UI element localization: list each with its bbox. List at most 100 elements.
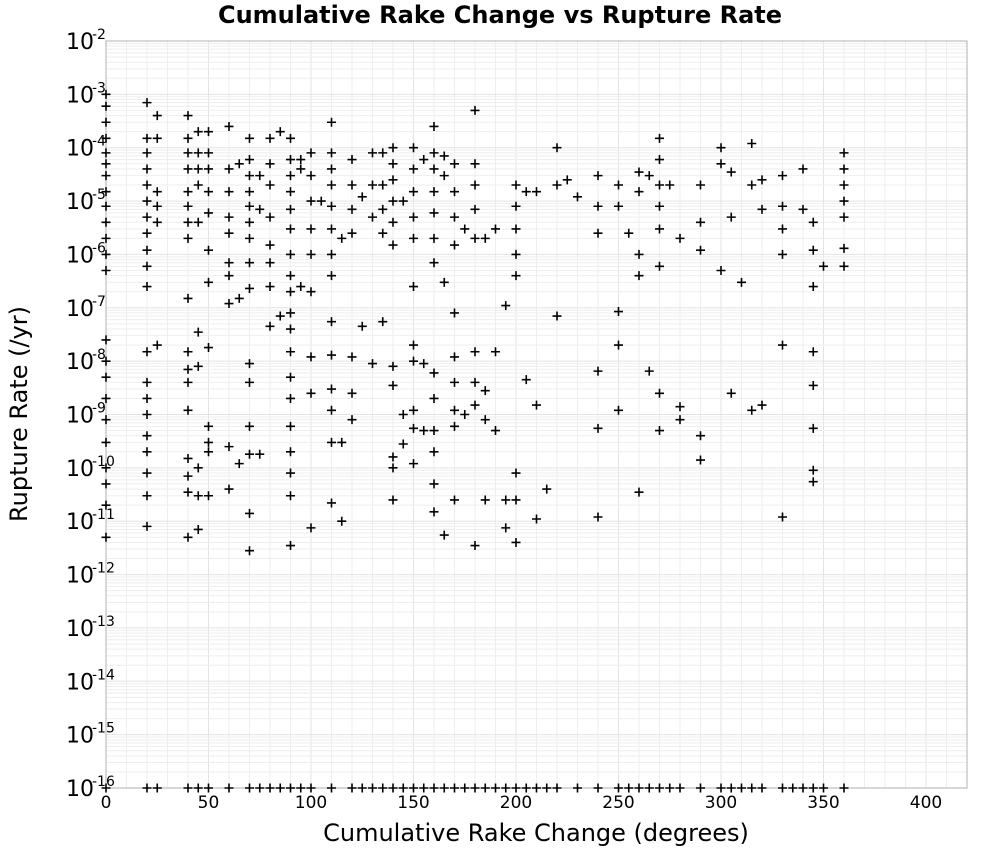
data-point: [224, 271, 234, 281]
data-point: [634, 187, 644, 197]
data-point: [286, 155, 295, 165]
data-point: [388, 217, 398, 227]
data-point: [511, 249, 521, 259]
data-point: [101, 532, 111, 542]
data-point: [470, 204, 480, 214]
data-point: [532, 783, 541, 793]
data-point: [296, 282, 306, 292]
data-point: [819, 783, 828, 793]
data-point: [152, 783, 162, 793]
y-tick-label: 10-8: [66, 347, 106, 375]
y-tick-exponent: -4: [92, 134, 106, 150]
data-point: [696, 455, 705, 465]
y-tick-label: 10-5: [66, 187, 106, 215]
data-point: [419, 426, 429, 436]
y-tick-label: 10-4: [66, 134, 106, 162]
data-point: [491, 783, 500, 793]
data-point: [245, 233, 254, 243]
data-point: [480, 415, 490, 425]
data-point: [614, 405, 623, 415]
data-point: [388, 159, 398, 169]
data-point: [245, 283, 254, 293]
data-point: [429, 393, 439, 403]
data-point: [511, 271, 521, 281]
data-point: [142, 212, 152, 222]
data-point: [306, 196, 316, 206]
data-point: [511, 783, 521, 793]
data-point: [101, 101, 111, 111]
data-point: [655, 388, 664, 398]
y-tick-exponent: -14: [92, 667, 115, 683]
y-tick-base: 10: [66, 670, 94, 695]
data-point: [327, 317, 336, 327]
data-point: [388, 463, 398, 473]
data-point: [634, 167, 644, 177]
y-tick-base: 10: [66, 777, 94, 802]
data-point: [470, 159, 480, 169]
data-point: [839, 164, 849, 174]
data-point: [234, 159, 244, 169]
data-point: [614, 340, 623, 350]
data-point: [183, 487, 193, 497]
y-tick-exponent: -16: [92, 774, 115, 790]
data-point: [460, 224, 470, 234]
data-point: [193, 524, 203, 534]
data-point: [747, 783, 757, 793]
data-point: [409, 423, 418, 433]
data-point: [193, 783, 203, 793]
data-point: [142, 491, 152, 501]
data-point: [265, 180, 275, 190]
data-point: [101, 148, 111, 158]
data-point: [101, 463, 111, 473]
data-point: [562, 175, 572, 185]
data-point: [183, 111, 193, 121]
data-point: [327, 117, 336, 127]
data-point: [204, 437, 213, 447]
data-point: [245, 133, 254, 143]
data-point: [368, 783, 377, 793]
data-point: [747, 180, 757, 190]
data-point: [142, 521, 152, 531]
y-tick-exponent: -8: [92, 347, 106, 363]
data-point: [101, 117, 111, 127]
data-point: [265, 321, 275, 331]
data-point: [429, 233, 439, 243]
data-point: [470, 233, 480, 243]
data-point: [439, 171, 449, 181]
data-point: [429, 479, 439, 489]
data-point: [327, 405, 336, 415]
data-point: [265, 282, 275, 292]
data-point: [286, 491, 295, 501]
data-point: [398, 783, 408, 793]
data-point: [491, 426, 500, 436]
data-point: [839, 212, 849, 222]
y-tick-label: 10-9: [66, 401, 106, 429]
data-point: [614, 783, 623, 793]
data-point: [593, 512, 603, 522]
data-point: [808, 423, 818, 433]
data-point: [778, 512, 787, 522]
data-point: [142, 164, 152, 174]
data-point: [716, 143, 726, 153]
x-tick-label: 50: [198, 793, 220, 813]
data-point: [655, 155, 664, 165]
data-point: [726, 167, 736, 177]
data-point: [224, 442, 234, 452]
data-point: [511, 180, 521, 190]
data-point: [839, 783, 849, 793]
data-point: [808, 245, 818, 255]
data-point: [347, 415, 357, 425]
data-point: [839, 180, 849, 190]
data-point: [183, 405, 193, 415]
data-point: [409, 212, 418, 222]
data-point: [245, 258, 254, 268]
data-point: [501, 301, 511, 311]
data-point: [409, 340, 418, 350]
data-point: [450, 421, 459, 431]
data-point: [450, 377, 459, 387]
data-point: [286, 224, 295, 234]
data-point: [480, 233, 490, 243]
y-tick-label: 10-2: [66, 27, 106, 55]
data-point: [573, 783, 582, 793]
